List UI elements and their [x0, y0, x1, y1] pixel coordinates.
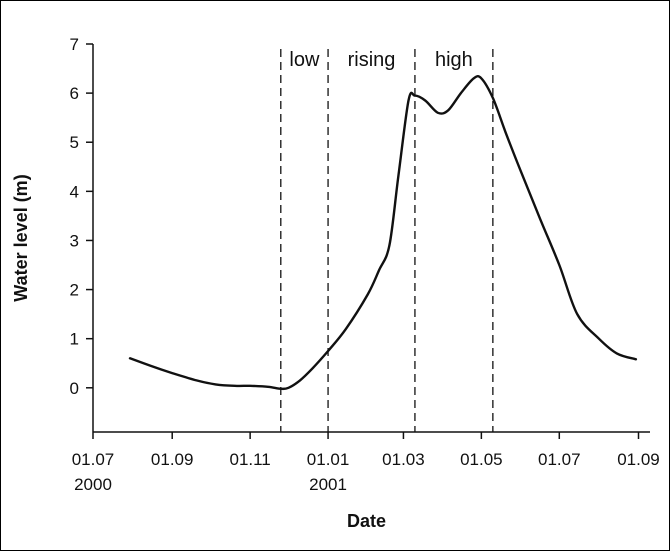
phase-label-rising: rising — [348, 49, 396, 71]
y-tick-label: 3 — [70, 231, 79, 250]
x-tick-label: 01.09 — [151, 450, 194, 469]
data-point — [234, 385, 236, 387]
data-point — [129, 357, 131, 359]
y-tick-label: 6 — [70, 84, 79, 103]
data-point — [407, 99, 409, 101]
data-point — [287, 387, 289, 389]
data-point — [492, 97, 494, 99]
x-tick-label: 01.07 — [72, 450, 115, 469]
data-point — [195, 379, 197, 381]
x-axis-title: Date — [347, 511, 386, 531]
x-tick-label: 01.05 — [460, 450, 503, 469]
data-point — [504, 131, 506, 133]
data-point — [214, 383, 216, 385]
y-ticks: 0 1 2 3 4 5 6 7 — [70, 35, 93, 398]
data-point — [460, 92, 462, 94]
x-ticks: 01.07 2000 01.09 01.11 01.01 2001 01.03 01.05 01… — [72, 432, 660, 494]
data-point — [267, 386, 269, 388]
phase-labels: low rising high — [289, 49, 472, 71]
data-point — [616, 352, 618, 354]
y-tick-label: 5 — [70, 133, 79, 152]
data-point — [249, 385, 251, 387]
phase-label-low: low — [289, 49, 320, 71]
x-tick-year-label: 2000 — [74, 475, 112, 494]
data-point — [635, 358, 637, 360]
y-tick-label: 1 — [70, 330, 79, 349]
data-point — [598, 337, 600, 339]
data-point — [366, 293, 368, 295]
x-tick-year-label: 2001 — [309, 475, 347, 494]
x-tick-label: 01.07 — [538, 450, 581, 469]
y-tick-label: 7 — [70, 35, 79, 54]
y-tick-label: 4 — [70, 182, 79, 201]
data-point — [149, 364, 151, 366]
data-point — [171, 372, 173, 374]
data-point — [473, 77, 475, 79]
data-point — [312, 367, 314, 369]
data-point — [558, 264, 560, 266]
axes — [92, 44, 650, 433]
phase-boundaries — [280, 49, 494, 432]
data-point — [280, 388, 282, 390]
data-point — [424, 99, 426, 101]
x-tick-label: 01.11 — [229, 450, 270, 469]
series-points — [129, 77, 637, 390]
x-tick-label: 01.01 — [307, 450, 350, 469]
data-point — [538, 215, 540, 217]
data-point — [378, 269, 380, 271]
data-point — [397, 175, 399, 177]
data-point — [388, 244, 390, 246]
data-point — [520, 170, 522, 172]
x-tick-label: 01.09 — [617, 450, 660, 469]
data-point — [576, 313, 578, 315]
water-level-line — [128, 75, 638, 391]
data-point — [327, 350, 329, 352]
y-tick-label: 2 — [70, 281, 79, 300]
y-tick-label: 0 — [70, 379, 79, 398]
data-point — [447, 109, 449, 111]
y-axis-title: Water level (m) — [11, 174, 31, 301]
data-point — [299, 379, 301, 381]
phase-label-high: high — [435, 49, 473, 71]
data-point — [437, 112, 439, 114]
data-point — [345, 328, 347, 330]
x-tick-label: 01.03 — [382, 450, 425, 469]
data-point — [414, 94, 416, 96]
data-point — [480, 77, 482, 79]
